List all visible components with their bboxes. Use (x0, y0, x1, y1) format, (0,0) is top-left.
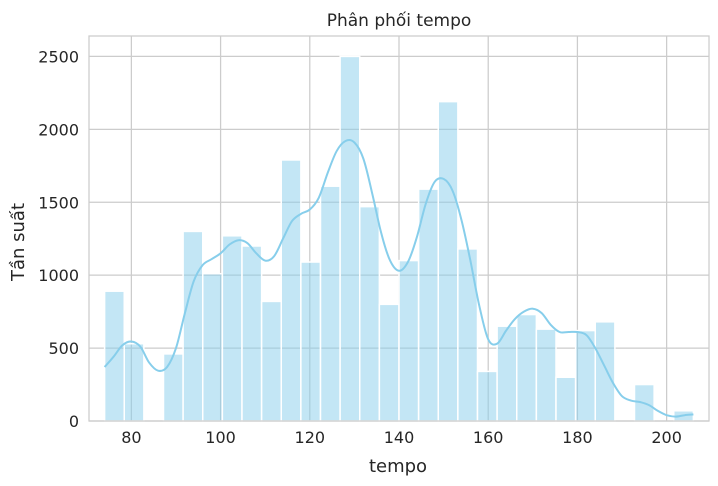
y-tick-label: 1000 (38, 266, 79, 285)
y-tick-label: 0 (69, 412, 79, 431)
x-tick-label: 80 (121, 428, 141, 447)
histogram-bar (162, 353, 184, 422)
histogram-bar (476, 370, 498, 422)
y-tick-labels: 0 500 1000 1500 2000 2500 (38, 47, 79, 431)
histogram-bar (594, 321, 616, 422)
x-tick-label: 120 (295, 428, 326, 447)
histogram-bar (398, 259, 420, 422)
histogram-bar (221, 235, 243, 422)
histogram-bar (123, 342, 145, 422)
chart-title: Phân phối tempo (327, 10, 472, 31)
histogram-bar (378, 303, 400, 422)
histogram-bar (300, 261, 322, 422)
x-tick-label: 200 (651, 428, 682, 447)
x-tick-label: 140 (384, 428, 415, 447)
histogram-bars (103, 55, 695, 422)
y-axis-label: Tần suất (8, 203, 29, 282)
x-tick-label: 180 (562, 428, 593, 447)
x-tick-labels: 80 100 120 140 160 180 200 (121, 428, 682, 447)
x-tick-label: 160 (473, 428, 504, 447)
y-tick-label: 2500 (38, 47, 79, 66)
y-tick-label: 500 (48, 339, 79, 358)
histogram-bar (201, 272, 224, 422)
kde-curve (103, 139, 694, 418)
plot-frame (88, 35, 710, 422)
y-tick-label: 1500 (38, 193, 79, 212)
histogram-bar (280, 159, 302, 422)
histogram-bar (241, 245, 263, 422)
histogram-bar (339, 55, 361, 422)
y-tick-label: 2000 (38, 120, 79, 139)
histogram-bar (182, 230, 204, 422)
x-axis-label: tempo (369, 456, 427, 477)
histogram-bar (417, 188, 440, 422)
x-tick-label: 100 (205, 428, 236, 447)
histogram-bar (319, 185, 341, 422)
histogram-bar (535, 328, 557, 422)
histogram-bar (260, 300, 282, 422)
histogram-bar (457, 248, 479, 422)
histogram-bar (516, 313, 538, 422)
histogram-bar (437, 100, 459, 422)
histogram-bar (555, 376, 577, 422)
histogram-bar (358, 205, 381, 422)
